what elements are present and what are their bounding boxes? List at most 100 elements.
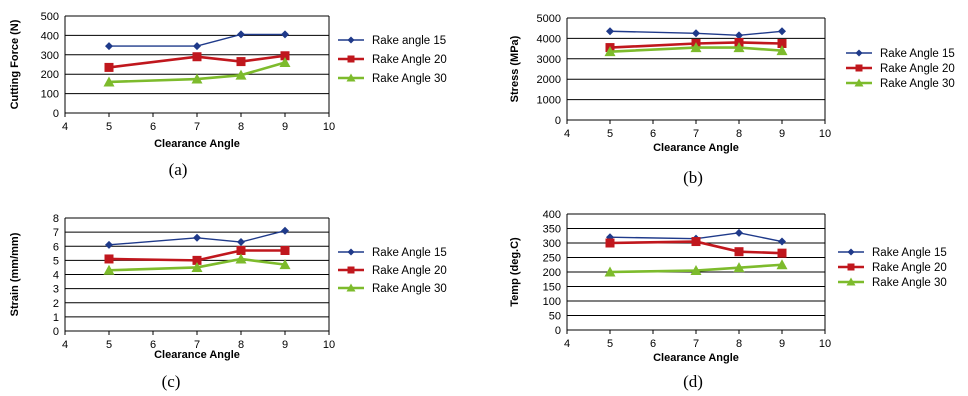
data-point bbox=[691, 237, 701, 247]
y-axis-label: Cutting Force (N) bbox=[9, 19, 21, 109]
data-point bbox=[778, 27, 786, 36]
x-tick-label: 7 bbox=[194, 339, 200, 351]
legend-label: Rake Angle 30 bbox=[880, 78, 955, 90]
data-point bbox=[604, 266, 616, 277]
legend-label: Rake Angle 30 bbox=[372, 73, 447, 85]
chart-3: 0 1 2 3 4 5 6 7 8 4 5 6 7 8 9 10 Clearance Angle Strain (… bbox=[9, 213, 447, 391]
x-tick-label: 7 bbox=[194, 121, 200, 133]
data-point bbox=[104, 254, 114, 264]
x-tick-label: 5 bbox=[106, 339, 112, 351]
y-tick-label: 8 bbox=[53, 213, 59, 225]
y-tick-label: 1 bbox=[53, 312, 59, 324]
y-tick-label: 5 bbox=[53, 255, 59, 267]
data-point bbox=[776, 45, 788, 56]
y-axis-label: Strain (mm/mm) bbox=[9, 232, 21, 316]
y-axis-label: Temp (deg.C) bbox=[509, 237, 521, 307]
legend-marker bbox=[847, 248, 855, 256]
x-tick-label: 10 bbox=[323, 121, 335, 133]
x-tick-label: 6 bbox=[650, 338, 656, 350]
data-point bbox=[733, 262, 745, 273]
series-line-2 bbox=[609, 41, 783, 49]
data-point bbox=[235, 69, 247, 80]
y-tick-label: 100 bbox=[41, 89, 59, 101]
data-point bbox=[281, 30, 289, 39]
series-line-2 bbox=[108, 249, 285, 262]
figure-caption: (b) bbox=[683, 168, 703, 187]
y-tick-label: 3 bbox=[53, 284, 59, 296]
y-tick-label: 5000 bbox=[537, 13, 561, 25]
x-tick-label: 9 bbox=[282, 121, 288, 133]
data-point bbox=[735, 228, 743, 237]
legend-marker bbox=[846, 277, 856, 286]
data-point bbox=[735, 31, 743, 40]
y-tick-label: 200 bbox=[41, 69, 59, 81]
legend-label: Rake Angle 30 bbox=[372, 283, 447, 295]
data-point bbox=[690, 42, 702, 53]
series-line-1 bbox=[109, 33, 285, 47]
data-point bbox=[104, 62, 114, 72]
data-point bbox=[103, 76, 115, 87]
y-tick-label: 300 bbox=[41, 50, 59, 62]
data-point bbox=[235, 253, 247, 264]
data-point bbox=[690, 265, 702, 276]
legend-marker bbox=[347, 36, 355, 44]
series-line-3 bbox=[609, 263, 783, 274]
data-point bbox=[237, 30, 245, 39]
series-line-1 bbox=[108, 230, 286, 246]
legend-marker bbox=[347, 248, 355, 256]
legend-marker bbox=[347, 266, 355, 274]
figure-caption: (d) bbox=[683, 372, 703, 391]
data-point bbox=[236, 57, 246, 67]
series-line-1 bbox=[609, 30, 783, 37]
legend-label: Rake Angle 15 bbox=[872, 247, 947, 259]
legend-marker bbox=[855, 64, 863, 72]
y-tick-label: 2000 bbox=[537, 74, 561, 86]
x-tick-label: 10 bbox=[819, 338, 831, 350]
y-tick-label: 0 bbox=[53, 326, 59, 338]
data-point bbox=[778, 237, 786, 246]
data-point bbox=[733, 42, 745, 53]
data-point bbox=[280, 51, 290, 61]
data-point bbox=[192, 255, 202, 265]
y-tick-label: 400 bbox=[41, 30, 59, 42]
y-tick-label: 3000 bbox=[537, 54, 561, 66]
data-point bbox=[103, 264, 115, 275]
chart-1: 0 100 200 300 400 500 4 5 6 7 8 9 10 Clearance Angle C… bbox=[9, 11, 447, 179]
data-point bbox=[692, 29, 700, 38]
y-tick-label: 350 bbox=[543, 224, 561, 236]
x-tick-label: 10 bbox=[323, 339, 335, 351]
x-tick-label: 8 bbox=[238, 339, 244, 351]
legend-label: Rake Angle 15 bbox=[880, 48, 955, 60]
chart-2: 0 1000 2000 3000 4000 5000 4 5 6 7 8 9 10 Clearance A… bbox=[509, 13, 955, 187]
series-line-3 bbox=[108, 257, 286, 272]
y-tick-label: 4000 bbox=[537, 33, 561, 45]
legend-label: Rake Angle 20 bbox=[880, 63, 955, 75]
data-point bbox=[776, 259, 788, 270]
y-tick-label: 7 bbox=[53, 227, 59, 239]
series-line-2 bbox=[108, 54, 286, 69]
y-tick-label: 50 bbox=[549, 311, 561, 323]
data-point bbox=[279, 57, 291, 68]
y-tick-label: 100 bbox=[543, 296, 561, 308]
data-point bbox=[606, 27, 614, 36]
legend-marker bbox=[854, 78, 864, 87]
x-tick-label: 9 bbox=[779, 338, 785, 350]
y-tick-label: 0 bbox=[53, 108, 59, 120]
x-tick-label: 6 bbox=[650, 128, 656, 140]
data-point bbox=[105, 240, 113, 249]
legend-label: Rake Angle 20 bbox=[372, 265, 447, 277]
x-tick-label: 9 bbox=[282, 339, 288, 351]
x-tick-label: 5 bbox=[607, 338, 613, 350]
data-point bbox=[281, 226, 289, 235]
legend-marker bbox=[347, 55, 355, 63]
y-axis-label: Stress (MPa) bbox=[509, 35, 521, 102]
series-line-3 bbox=[108, 61, 286, 84]
chart-4: 0 50 100 150 200 250 300 350 400 4 5 6 7 8 9 10 Clearanc… bbox=[509, 209, 947, 391]
legend-marker bbox=[346, 283, 356, 292]
x-axis-label: Clearance Angle bbox=[653, 352, 739, 364]
y-tick-label: 500 bbox=[41, 11, 59, 23]
data-point bbox=[192, 52, 202, 62]
x-axis-label: Clearance Angle bbox=[653, 142, 739, 154]
x-tick-label: 4 bbox=[62, 339, 68, 351]
